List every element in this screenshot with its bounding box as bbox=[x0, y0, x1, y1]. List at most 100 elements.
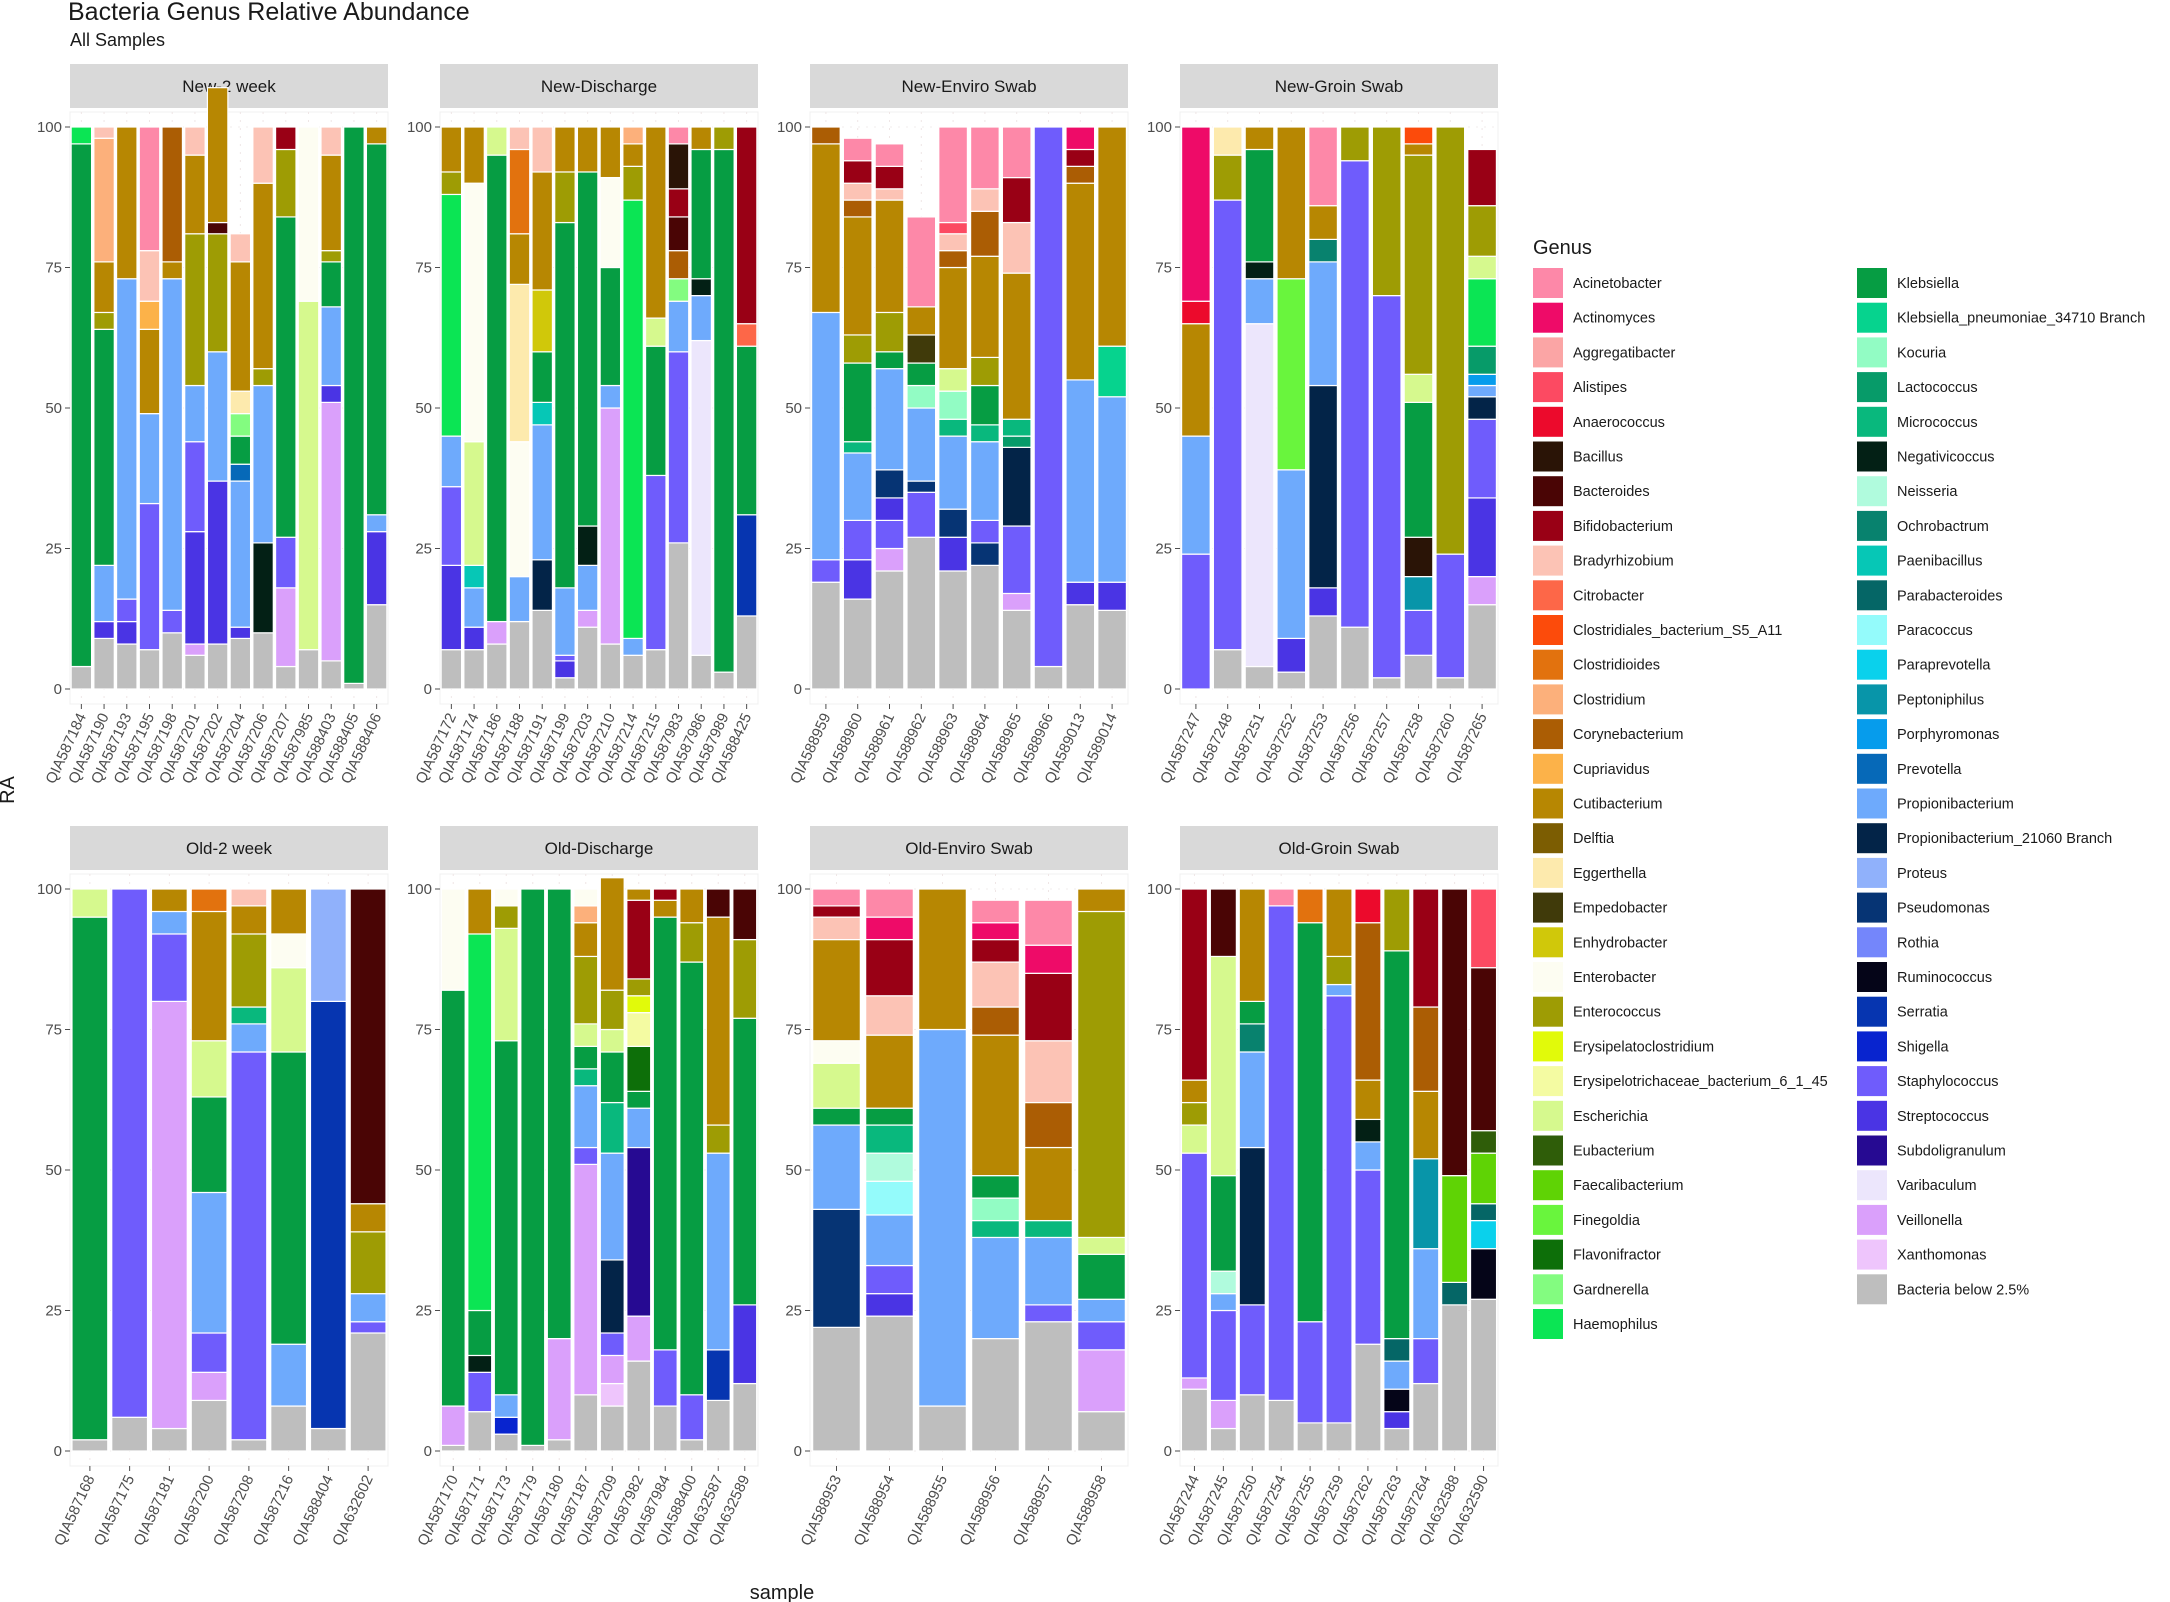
bar-segment bbox=[1412, 1248, 1440, 1340]
bar-segment bbox=[1354, 1141, 1382, 1171]
legend-key bbox=[1857, 1204, 1887, 1235]
legend-key bbox=[1857, 788, 1887, 819]
bar-segment bbox=[1077, 888, 1126, 913]
bar-segment bbox=[842, 559, 873, 600]
legend-label: Alistipes bbox=[1573, 380, 1627, 396]
bar-segment bbox=[70, 143, 93, 668]
bar-segment bbox=[1065, 604, 1096, 690]
legend-label: Paraprevotella bbox=[1897, 658, 1991, 674]
bar-segment bbox=[1244, 665, 1275, 690]
bar-segment bbox=[184, 441, 206, 533]
bar-segment bbox=[874, 199, 905, 314]
legend-label: Proteus bbox=[1897, 866, 1947, 882]
x-tick-label: QIA588955 bbox=[904, 1473, 951, 1549]
bar-segment bbox=[270, 1343, 308, 1407]
bar-segment bbox=[531, 171, 554, 291]
chart-title: Bacteria Genus Relative Abundance bbox=[68, 0, 470, 26]
legend-label: Enterobacter bbox=[1573, 970, 1656, 986]
bar-segment bbox=[573, 1085, 599, 1149]
bar-segment bbox=[1371, 126, 1402, 297]
bar-segment bbox=[1467, 396, 1498, 420]
y-tick-label: 25 bbox=[415, 1303, 432, 1320]
y-tick-label: 75 bbox=[785, 260, 802, 277]
legend-label: Bacillus bbox=[1573, 450, 1623, 466]
x-tick-label: QIA587168 bbox=[51, 1473, 98, 1549]
bar-segment bbox=[573, 1045, 599, 1070]
bar-segment bbox=[71, 916, 109, 1441]
legend-label: Bifidobacterium bbox=[1573, 519, 1673, 535]
y-tick-label: 0 bbox=[794, 1443, 802, 1460]
legend-label: Erysipelatoclostridium bbox=[1573, 1039, 1714, 1055]
facet-strip-label: Old-Enviro Swab bbox=[905, 839, 1033, 858]
y-tick-label: 100 bbox=[407, 119, 432, 136]
bar-segment bbox=[1077, 1253, 1126, 1300]
legend-key bbox=[1857, 823, 1887, 854]
bar-segment bbox=[842, 160, 873, 184]
bar-segment bbox=[1180, 1152, 1209, 1379]
bar-segment bbox=[1339, 160, 1370, 628]
bar-segment bbox=[206, 643, 229, 690]
y-tick-label: 50 bbox=[1155, 400, 1172, 417]
bar-segment bbox=[969, 356, 1000, 387]
bar-segment bbox=[161, 126, 184, 263]
bar-segment bbox=[1267, 1399, 1295, 1452]
legend-key bbox=[1533, 302, 1563, 333]
x-tick-label: QIA587200 bbox=[170, 1473, 217, 1549]
bar-segment bbox=[1001, 221, 1032, 274]
y-tick-label: 25 bbox=[45, 1303, 62, 1320]
legend-key bbox=[1857, 649, 1887, 680]
bar-segment bbox=[918, 1405, 967, 1452]
bar-segment bbox=[252, 632, 274, 690]
legend-key bbox=[1533, 1204, 1563, 1235]
bar-segment bbox=[1467, 345, 1498, 375]
legend-key bbox=[1533, 1066, 1563, 1097]
bar-segment bbox=[906, 480, 937, 493]
legend-label: Gardnerella bbox=[1573, 1282, 1650, 1298]
bar-segment bbox=[1097, 126, 1128, 347]
bar-segment bbox=[1371, 295, 1402, 679]
bar-segment bbox=[626, 1045, 652, 1092]
bar-segment bbox=[1209, 955, 1237, 1177]
bar-segment bbox=[1276, 671, 1307, 690]
legend-label: Paracoccus bbox=[1897, 623, 1973, 639]
legend-label: Anaerococcus bbox=[1573, 415, 1665, 431]
bar-segment bbox=[93, 637, 115, 690]
bar-segment bbox=[576, 626, 599, 690]
bar-segment bbox=[1469, 1248, 1498, 1300]
bar-segment bbox=[150, 1427, 188, 1452]
bar-segment bbox=[111, 1416, 149, 1452]
bar-segment bbox=[440, 1444, 466, 1452]
legend-key bbox=[1533, 788, 1563, 819]
bar-segment bbox=[70, 665, 93, 690]
bar-segment bbox=[906, 334, 937, 364]
bar-segment bbox=[93, 137, 115, 263]
bar-segment bbox=[1238, 1000, 1266, 1025]
bar-segment bbox=[865, 916, 914, 941]
bar-segment bbox=[874, 497, 905, 522]
bar-segment bbox=[229, 463, 252, 482]
bar-segment bbox=[1024, 1304, 1073, 1323]
bar-segment bbox=[546, 1439, 572, 1452]
bar-segment bbox=[599, 407, 622, 645]
bar-segment bbox=[644, 649, 667, 690]
bar-segment bbox=[705, 1124, 731, 1154]
bar-segment bbox=[320, 401, 343, 662]
bar-segment bbox=[1435, 553, 1466, 679]
bar-segment bbox=[150, 888, 188, 913]
bar-segment bbox=[1212, 126, 1243, 156]
bar-segment bbox=[1339, 126, 1370, 162]
bar-segment bbox=[520, 888, 546, 1446]
bar-segment bbox=[1077, 1321, 1126, 1351]
bar-segment bbox=[1180, 323, 1211, 437]
bar-segment bbox=[1209, 1427, 1237, 1452]
bar-segment bbox=[906, 384, 937, 409]
bar-segment bbox=[297, 649, 320, 690]
legend-label: Delftia bbox=[1573, 831, 1615, 847]
bar-segment bbox=[969, 424, 1000, 443]
bar-segment bbox=[229, 435, 252, 465]
bar-segment bbox=[938, 390, 969, 420]
bar-segment bbox=[842, 334, 873, 364]
bar-segment bbox=[812, 916, 861, 941]
bar-segment bbox=[1244, 148, 1275, 263]
